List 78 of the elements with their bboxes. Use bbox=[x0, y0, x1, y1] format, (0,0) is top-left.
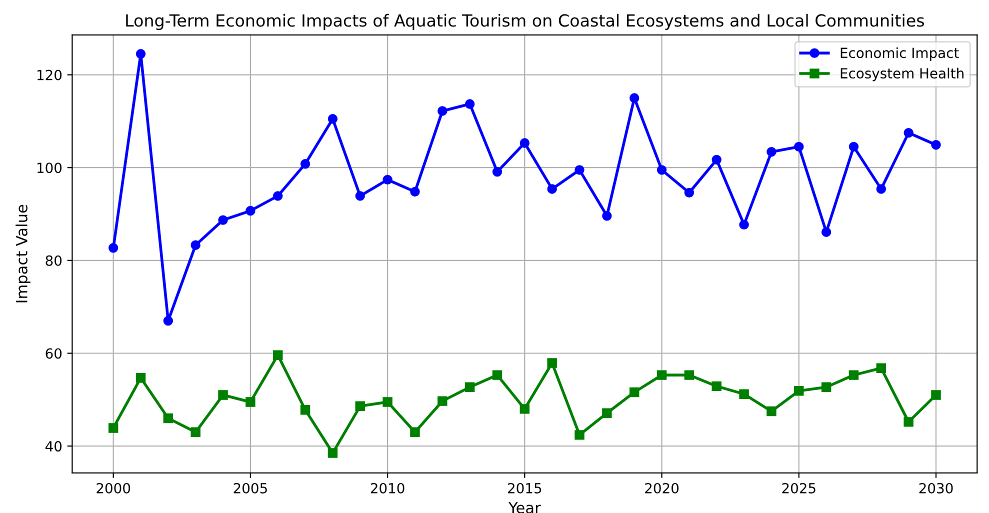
point bbox=[574, 430, 584, 440]
point bbox=[136, 49, 146, 59]
point bbox=[876, 184, 886, 194]
point bbox=[794, 386, 804, 396]
point bbox=[712, 154, 722, 165]
point bbox=[273, 191, 283, 201]
y-axis-title: Impact Value bbox=[16, 204, 30, 302]
point bbox=[684, 370, 694, 380]
point bbox=[520, 404, 530, 414]
point bbox=[656, 165, 667, 175]
point bbox=[684, 188, 694, 198]
point bbox=[108, 423, 118, 433]
y-tick-label: 40 bbox=[45, 441, 62, 452]
point bbox=[656, 370, 667, 380]
point bbox=[328, 448, 338, 458]
point bbox=[602, 211, 612, 221]
y-tick-label: 80 bbox=[46, 255, 62, 266]
point bbox=[904, 417, 914, 427]
point bbox=[410, 427, 420, 438]
point bbox=[821, 227, 832, 237]
x-tick-label: 2010 bbox=[370, 482, 404, 494]
point bbox=[190, 427, 200, 438]
point bbox=[464, 382, 475, 392]
point bbox=[355, 401, 365, 412]
point bbox=[300, 159, 310, 169]
point bbox=[520, 138, 530, 148]
point bbox=[547, 184, 557, 194]
point bbox=[382, 174, 392, 185]
point bbox=[246, 206, 256, 216]
point bbox=[300, 405, 310, 415]
x-tick-label: 2015 bbox=[508, 482, 542, 494]
point bbox=[108, 243, 118, 253]
point bbox=[794, 142, 804, 152]
y-tick-label: 100 bbox=[37, 162, 62, 174]
point bbox=[218, 215, 228, 225]
x-tick-label: 2020 bbox=[645, 482, 679, 494]
point bbox=[273, 350, 283, 360]
point bbox=[136, 372, 146, 383]
point bbox=[931, 390, 941, 400]
point bbox=[355, 191, 365, 201]
point bbox=[766, 406, 776, 416]
point bbox=[848, 370, 859, 380]
point bbox=[574, 165, 584, 175]
point bbox=[821, 382, 832, 392]
point bbox=[382, 397, 392, 407]
point bbox=[410, 186, 420, 197]
chart-title: Long-Term Economic Impacts of Aquatic Tourism on Coastal Ecosystems and Local Communities bbox=[126, 14, 924, 30]
point bbox=[328, 114, 338, 124]
point bbox=[438, 396, 448, 406]
point bbox=[931, 140, 941, 150]
point bbox=[438, 106, 448, 116]
point bbox=[602, 408, 612, 418]
point bbox=[904, 128, 914, 138]
point bbox=[163, 413, 174, 424]
point bbox=[848, 142, 859, 152]
point bbox=[547, 358, 557, 368]
legend-label: Economic Impact bbox=[840, 47, 959, 61]
point bbox=[464, 99, 475, 109]
point bbox=[712, 381, 722, 392]
y-tick-label: 120 bbox=[37, 70, 62, 80]
x-tick-label: 2030 bbox=[919, 482, 953, 494]
point bbox=[739, 220, 749, 230]
point bbox=[163, 316, 174, 326]
point bbox=[876, 363, 886, 373]
point bbox=[739, 389, 749, 399]
point bbox=[629, 93, 640, 103]
point bbox=[246, 397, 256, 407]
y-tick-label: 60 bbox=[46, 348, 62, 359]
x-tick-label: 2000 bbox=[96, 482, 130, 494]
legend-label: Ecosystem Health bbox=[840, 68, 964, 82]
point bbox=[766, 146, 776, 157]
x-tick-label: 2005 bbox=[234, 482, 267, 494]
point bbox=[492, 166, 502, 177]
point bbox=[190, 240, 200, 250]
point bbox=[218, 390, 228, 400]
point bbox=[492, 370, 502, 380]
point bbox=[629, 387, 640, 398]
x-tick-label: 2025 bbox=[782, 482, 816, 494]
